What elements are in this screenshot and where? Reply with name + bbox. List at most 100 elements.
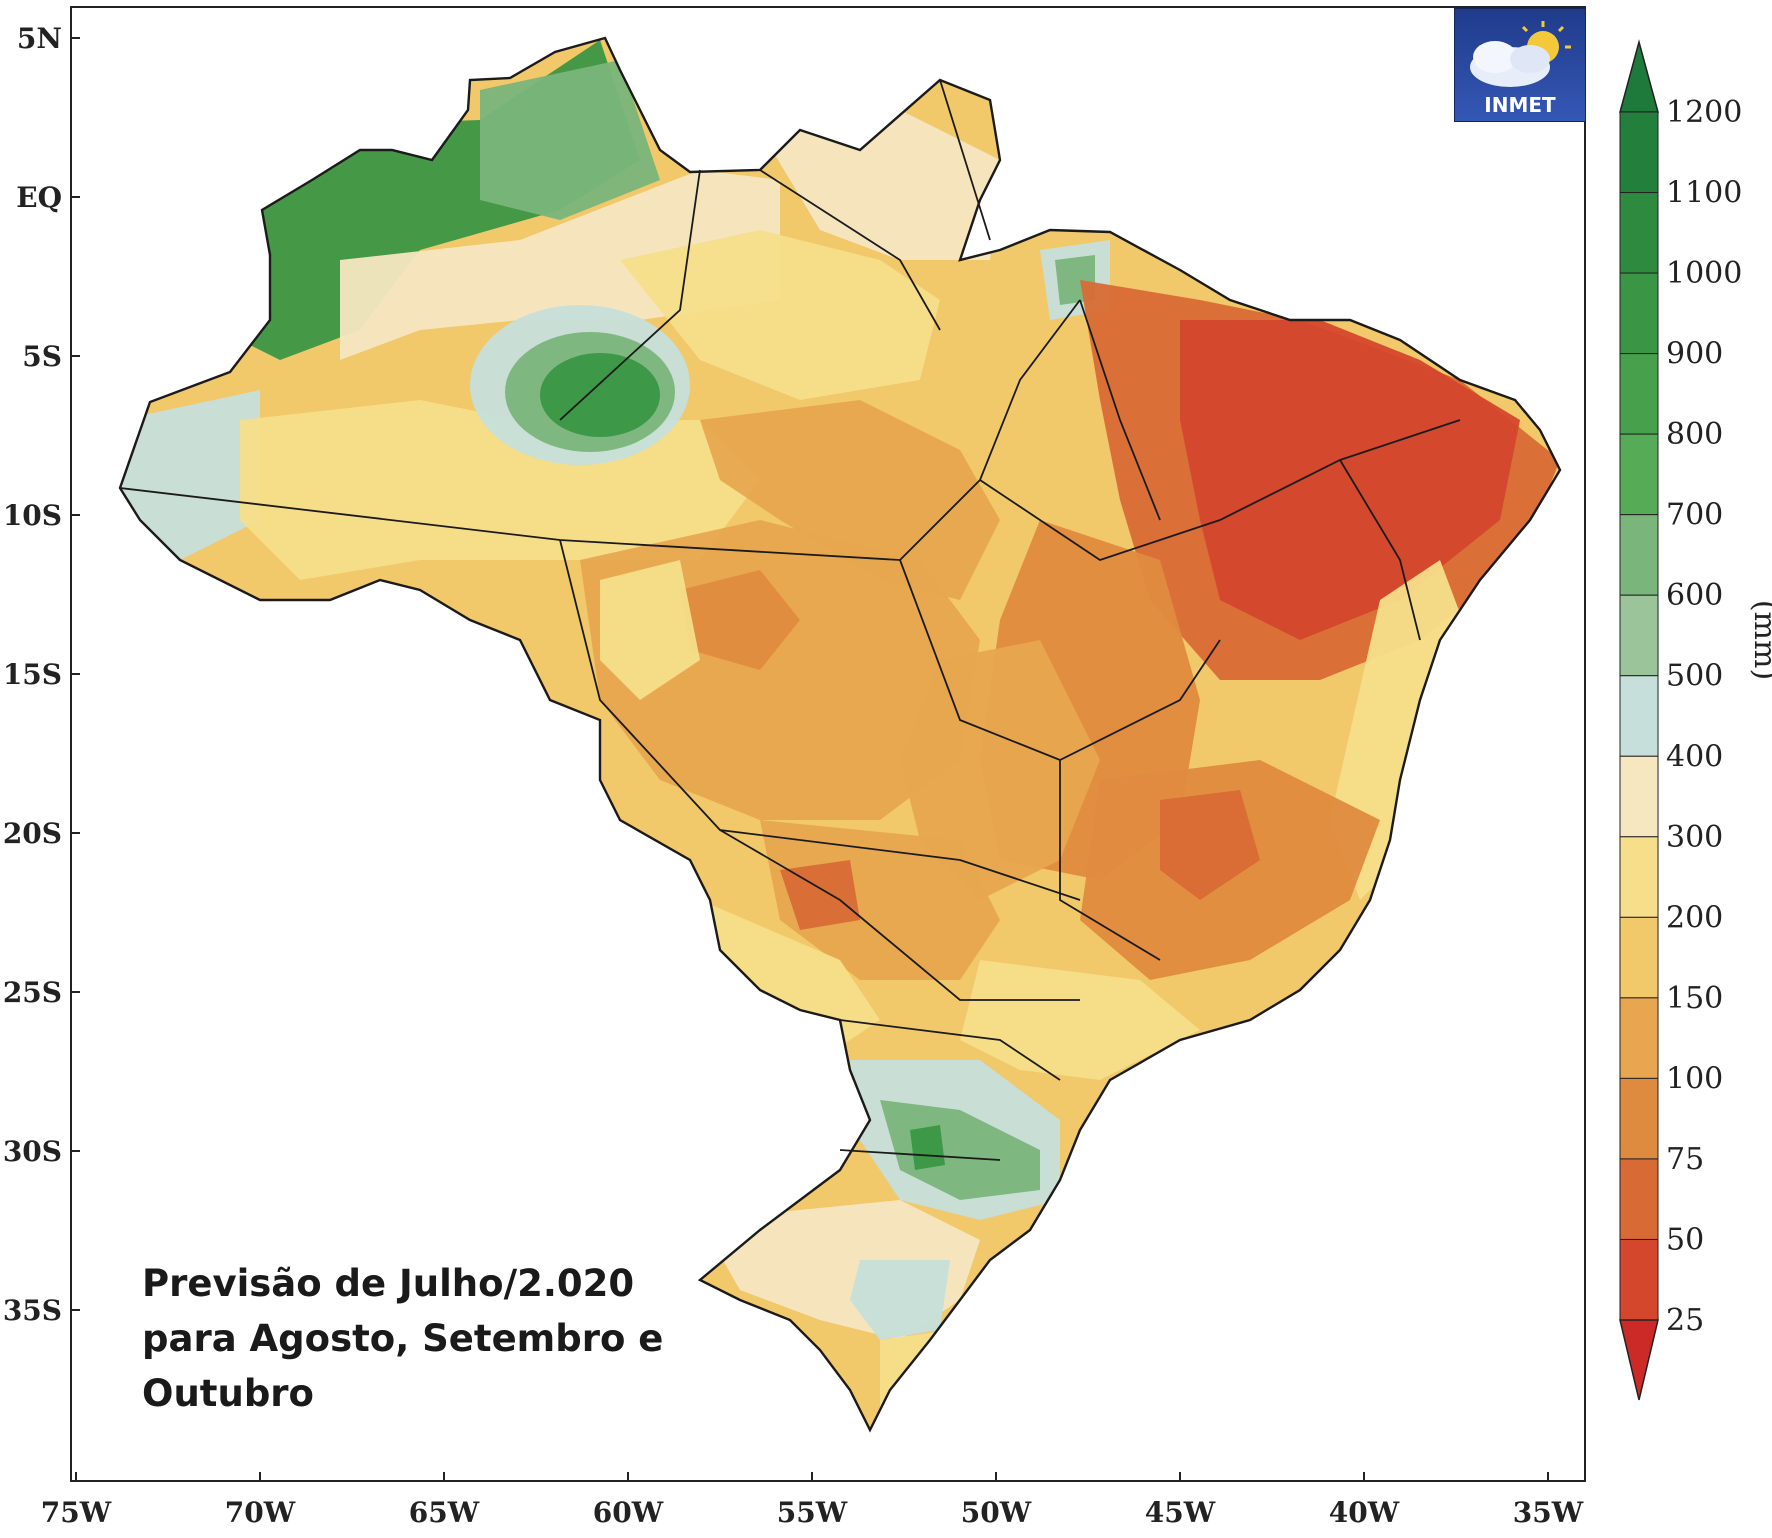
- colorbar-label: 700: [1666, 498, 1723, 533]
- lon-tick: 40W: [1329, 1472, 1400, 1529]
- lon-tick: 45W: [1145, 1472, 1216, 1529]
- precip-zone-yellow: [960, 960, 1200, 1080]
- lat-tick: 5N: [17, 22, 80, 55]
- lon-tick: 50W: [961, 1472, 1032, 1529]
- lon-tick: 70W: [225, 1472, 296, 1529]
- precip-zone-orange: [760, 820, 1000, 980]
- colorbar-swatch: [1619, 514, 1659, 596]
- colorbar-label: 400: [1666, 739, 1723, 774]
- lon-tick-label: 45W: [1145, 1496, 1216, 1529]
- precip-zone-pale-blue: [850, 1260, 950, 1340]
- latitude-axis: 5N EQ 5S 10S 15S 20S 25S 30S 35S: [3, 22, 80, 1327]
- cloud-sun-icon: [1470, 21, 1571, 87]
- colorbar-swatch: [1619, 433, 1659, 516]
- lon-tick-label: 65W: [409, 1496, 480, 1529]
- precip-zone-dark-green: [540, 353, 660, 437]
- colorbar-label: 50: [1666, 1222, 1704, 1257]
- lat-tick: 25S: [3, 976, 80, 1009]
- colorbar-unit: (mm): [1747, 600, 1772, 680]
- colorbar-bottom-arrow: [1619, 1319, 1659, 1401]
- lat-tick: 15S: [3, 658, 80, 691]
- lon-tick-label: 55W: [777, 1496, 848, 1529]
- longitude-axis: 75W 70W 65W 60W 55W 50W 45W 40W 35W: [41, 1472, 1584, 1529]
- precip-zone-yellow: [880, 1330, 950, 1420]
- lon-tick-label: 35W: [1513, 1496, 1584, 1529]
- lon-tick-label: 75W: [41, 1496, 112, 1529]
- lat-tick: 10S: [3, 499, 80, 532]
- state-border: [119, 299, 1081, 561]
- lon-tick: 55W: [777, 1472, 848, 1529]
- lat-tick-label: EQ: [16, 181, 62, 214]
- precip-zone-mid-green: [480, 60, 660, 220]
- lat-tick: EQ: [16, 181, 80, 214]
- precip-zone-red: [1180, 320, 1520, 640]
- lat-tick: 20S: [3, 817, 80, 850]
- colorbar-label: 1200: [1666, 95, 1742, 130]
- lon-tick-label: 70W: [225, 1496, 296, 1529]
- lat-tick-label: 5N: [17, 22, 62, 55]
- lat-tick-label: 35S: [3, 1294, 62, 1327]
- precip-zone-yellow: [600, 560, 700, 700]
- precip-zone-pale-blue: [120, 390, 260, 560]
- caption-line-2: para Agosto, Setembro e: [142, 1317, 664, 1360]
- precip-zone-mid-green: [880, 1100, 1040, 1200]
- colorbar-swatch: [1619, 755, 1659, 838]
- colorbar-swatch: [1619, 836, 1659, 918]
- colorbar-label: 600: [1666, 578, 1723, 613]
- state-border: [759, 169, 941, 331]
- state-border: [719, 829, 1080, 1001]
- caption-line-3: Outubro: [142, 1372, 314, 1415]
- caption-line-1: Previsão de Julho/2.020: [142, 1262, 635, 1305]
- precip-zone-mid-green: [730, 1000, 810, 1070]
- lat-tick-label: 20S: [3, 817, 62, 850]
- colorbar: 1200 1100 1000 900 800 700 600 500 400 300 200 150 1…: [1619, 39, 1772, 1401]
- lat-tick: 35S: [3, 1294, 80, 1327]
- lat-tick-label: 30S: [3, 1135, 62, 1168]
- state-border: [1339, 459, 1421, 641]
- lat-tick-label: 5S: [22, 340, 62, 373]
- colorbar-swatch: [1619, 353, 1659, 435]
- inmet-logo: INMET: [1454, 8, 1586, 122]
- precipitation-regions: [120, 38, 1560, 1430]
- state-border: [939, 79, 991, 241]
- colorbar-label: 900: [1666, 337, 1723, 372]
- lat-tick: 5S: [22, 340, 80, 373]
- precip-zone-dark-orange: [680, 570, 800, 670]
- colorbar-swatch: [1619, 594, 1659, 677]
- colorbar-swatch: [1619, 272, 1659, 355]
- colorbar-label: 150: [1666, 981, 1723, 1016]
- lon-tick-label: 60W: [593, 1496, 664, 1529]
- lon-tick: 60W: [593, 1472, 664, 1529]
- precip-zone-dark-green: [910, 1125, 945, 1170]
- colorbar-swatch: [1619, 192, 1659, 274]
- colorbar-label: 200: [1666, 900, 1723, 935]
- lat-tick-label: 25S: [3, 976, 62, 1009]
- precip-zone-red-orange: [1160, 790, 1260, 900]
- colorbar-label: 300: [1666, 820, 1723, 855]
- forecast-caption: Previsão de Julho/2.020 para Agosto, Set…: [142, 1256, 782, 1421]
- colorbar-swatch: [1619, 997, 1659, 1079]
- lon-tick: 35W: [1513, 1472, 1584, 1529]
- precip-zone-orange: [700, 400, 1000, 600]
- colorbar-label: 100: [1666, 1061, 1723, 1096]
- lat-tick-label: 15S: [3, 658, 62, 691]
- colorbar-label: 1000: [1666, 256, 1742, 291]
- colorbar-label: 500: [1666, 659, 1723, 694]
- lon-tick-label: 40W: [1329, 1496, 1400, 1529]
- lon-tick: 65W: [409, 1472, 480, 1529]
- state-borders: [118, 36, 1562, 1433]
- country-border: [118, 36, 1562, 1433]
- colorbar-swatch: [1619, 111, 1659, 194]
- colorbar-top-arrow: [1619, 39, 1659, 113]
- state-border: [1079, 299, 1161, 521]
- state-border: [839, 1019, 1061, 1081]
- state-border: [559, 169, 701, 421]
- precip-zone-orange: [900, 640, 1100, 900]
- colorbar-swatch: [1619, 916, 1659, 999]
- logo-text: INMET: [1484, 93, 1556, 117]
- colorbar-swatch: [1619, 1238, 1659, 1321]
- state-border: [839, 1149, 1001, 1161]
- precip-zone-cream: [760, 110, 1000, 260]
- colorbar-label: 25: [1666, 1303, 1704, 1338]
